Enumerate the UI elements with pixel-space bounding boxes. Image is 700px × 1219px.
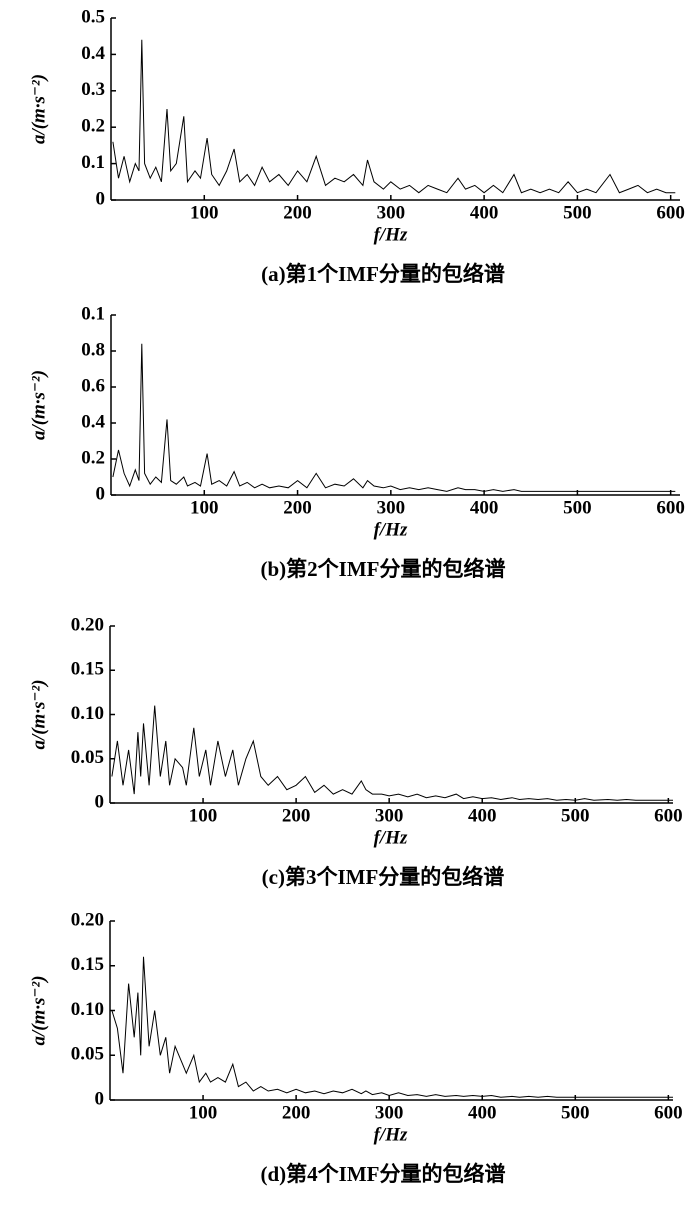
y-tick-label: 0.2 — [81, 447, 105, 468]
y-tick-label: 0.4 — [81, 411, 105, 432]
x-tick-label: 500 — [561, 1102, 590, 1123]
y-tick-label: 0.10 — [71, 999, 104, 1020]
x-tick-label: 400 — [470, 497, 499, 518]
x-tick-label: 200 — [283, 202, 312, 223]
caption: (b)第2个IMF分量的包络谱 — [261, 557, 506, 581]
y-tick-label: 0.20 — [71, 614, 104, 635]
x-tick-label: 600 — [654, 805, 683, 826]
y-tick-label: 0.8 — [81, 339, 105, 360]
x-tick-label: 200 — [282, 1102, 311, 1123]
caption: (d)第4个IMF分量的包络谱 — [261, 1162, 506, 1186]
x-tick-label: 600 — [656, 202, 685, 223]
spectrum-line — [112, 39, 676, 194]
x-tick-label: 100 — [189, 1102, 218, 1123]
y-tick-label: 0 — [96, 483, 106, 504]
x-tick-label: 100 — [189, 805, 218, 826]
x-tick-label: 500 — [563, 497, 592, 518]
y-axis-label: a/(m·s⁻²) — [28, 74, 49, 144]
y-tick-label: 0.1 — [81, 303, 105, 324]
x-tick-label: 300 — [375, 1102, 404, 1123]
y-tick-label: 0.05 — [71, 747, 104, 768]
x-tick-label: 400 — [470, 202, 499, 223]
x-axis-label: f/Hz — [374, 827, 408, 848]
spectrum-line — [111, 705, 673, 801]
caption: (c)第3个IMF分量的包络谱 — [262, 865, 505, 889]
y-tick-label: 0 — [95, 791, 105, 812]
x-tick-label: 200 — [283, 497, 312, 518]
x-tick-label: 300 — [377, 202, 406, 223]
y-tick-label: 0.3 — [81, 79, 105, 100]
x-tick-label: 500 — [561, 805, 590, 826]
x-tick-label: 100 — [190, 497, 219, 518]
x-tick-label: 300 — [375, 805, 404, 826]
y-tick-label: 0.5 — [81, 6, 105, 27]
x-axis-label: f/Hz — [374, 1124, 408, 1145]
x-tick-label: 500 — [563, 202, 592, 223]
x-tick-label: 400 — [468, 805, 497, 826]
y-tick-label: 0.6 — [81, 375, 105, 396]
x-axis-label: f/Hz — [374, 519, 408, 540]
y-axis-label: a/(m·s⁻²) — [28, 679, 49, 749]
spectrum-line — [111, 956, 673, 1098]
y-tick-label: 0.1 — [81, 152, 105, 173]
y-tick-label: 0.20 — [71, 909, 104, 930]
y-tick-label: 0.4 — [81, 43, 105, 64]
y-tick-label: 0 — [95, 1088, 105, 1109]
x-tick-label: 400 — [468, 1102, 497, 1123]
x-axis-label: f/Hz — [374, 224, 408, 245]
caption: (a)第1个IMF分量的包络谱 — [261, 262, 505, 286]
y-axis-label: a/(m·s⁻²) — [28, 370, 49, 440]
x-tick-label: 300 — [377, 497, 406, 518]
y-tick-label: 0.15 — [71, 659, 104, 680]
y-tick-label: 0.10 — [71, 703, 104, 724]
y-tick-label: 0.15 — [71, 954, 104, 975]
spectrum-line — [112, 343, 676, 492]
x-tick-label: 600 — [656, 497, 685, 518]
y-tick-label: 0 — [96, 188, 106, 209]
x-tick-label: 600 — [654, 1102, 683, 1123]
y-axis-label: a/(m·s⁻²) — [28, 975, 49, 1045]
y-tick-label: 0.05 — [71, 1044, 104, 1065]
y-tick-label: 0.2 — [81, 116, 105, 137]
x-tick-label: 100 — [190, 202, 219, 223]
x-tick-label: 200 — [282, 805, 311, 826]
